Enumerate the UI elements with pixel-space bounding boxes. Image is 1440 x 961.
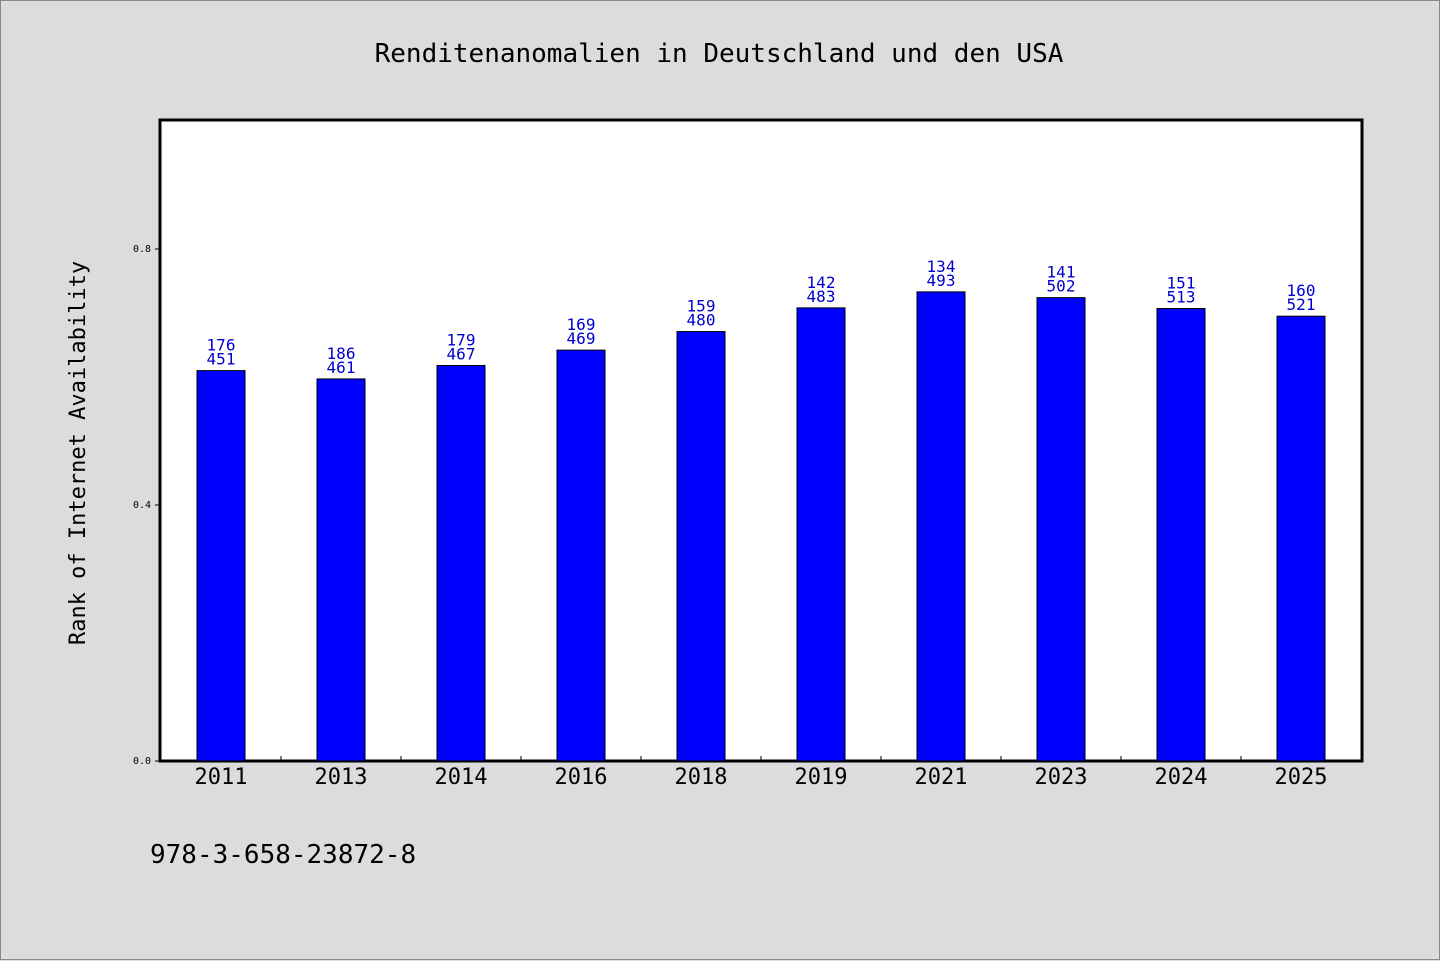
x-tick-label: 2018	[675, 765, 728, 790]
bar-label-top: 142	[807, 273, 836, 292]
x-tick-label: 2014	[435, 765, 488, 790]
bar-label-bottom: 480	[687, 311, 716, 330]
bar-label-bottom: 467	[447, 344, 476, 363]
bar-label-top: 169	[567, 315, 596, 334]
isbn-text: 978-3-658-23872-8	[150, 840, 416, 870]
bar-2018	[676, 331, 726, 762]
bar-2011	[196, 370, 246, 762]
x-tick-label: 2023	[1035, 765, 1088, 790]
x-axis-ticks: 2011 2013 2014 2016 2018 2019 2021 2023 2024 2025	[195, 756, 1328, 790]
x-tick-label: 2019	[795, 765, 848, 790]
x-tick-label: 2025	[1275, 765, 1328, 790]
y-tick-label: 0.0	[133, 756, 151, 767]
bar-label-top: 141	[1047, 263, 1076, 282]
x-tick-label: 2016	[555, 765, 608, 790]
bars-group	[196, 291, 1326, 762]
bar-label-top: 151	[1167, 274, 1196, 293]
bar-label-bottom: 483	[807, 287, 836, 306]
bar-label-top: 176	[207, 336, 236, 355]
x-tick-label: 2024	[1155, 765, 1208, 790]
bar-label-top: 186	[327, 344, 356, 363]
bar-2024	[1156, 308, 1206, 762]
y-axis-label: Rank of Internet Availability	[66, 261, 91, 645]
bar-label-bottom: 493	[927, 271, 956, 290]
bar-label-bottom: 461	[327, 358, 356, 377]
x-tick-label: 2021	[915, 765, 968, 790]
y-tick-label: 0.8	[133, 244, 151, 255]
bar-2013	[316, 378, 366, 762]
bar-2025	[1276, 315, 1326, 762]
bar-2023	[1036, 297, 1086, 762]
bar-label-bottom: 451	[207, 350, 236, 369]
y-axis-ticks: 0.0 0.4 0.8	[133, 244, 161, 767]
bar-label-top: 134	[927, 257, 956, 276]
y-tick-label: 0.4	[133, 500, 151, 511]
bar-2021	[916, 291, 966, 762]
bar-label-bottom: 502	[1047, 277, 1076, 296]
bar-2016	[556, 349, 606, 762]
x-tick-label: 2013	[315, 765, 368, 790]
bar-label-bottom: 469	[567, 329, 596, 348]
bar-2019	[796, 307, 846, 762]
bar-label-top: 160	[1287, 281, 1316, 300]
bar-label-top: 179	[447, 330, 476, 349]
x-tick-label: 2011	[195, 765, 248, 790]
chart-title: Renditenanomalien in Deutschland und den…	[375, 39, 1064, 69]
bar-label-top: 159	[687, 297, 716, 316]
bar-label-bottom: 521	[1287, 295, 1316, 314]
bar-2014	[436, 364, 486, 762]
bar-label-bottom: 513	[1167, 288, 1196, 307]
